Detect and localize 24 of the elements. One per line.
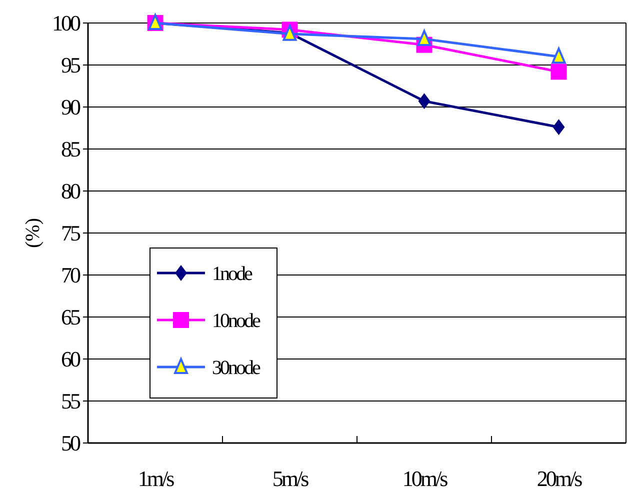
- y-tick-label: 60: [61, 346, 81, 372]
- x-tick-label: 10m/s: [402, 466, 448, 491]
- point: [418, 93, 430, 110]
- y-tick-label: 90: [61, 94, 81, 120]
- y-tick-label: 80: [61, 178, 81, 204]
- point: [552, 48, 566, 64]
- y-tick-label: 85: [61, 136, 81, 162]
- y-tick-label: 75: [61, 220, 81, 246]
- legend-label: 10node: [212, 310, 261, 332]
- legend-label: 1node: [212, 263, 253, 285]
- y-tick-label: 65: [61, 304, 81, 330]
- y-tick-label: 95: [61, 52, 81, 78]
- y-tick-label: 100: [52, 10, 81, 36]
- point: [417, 30, 432, 46]
- x-tick-label: 5m/s: [272, 466, 309, 491]
- legend-label: 30node: [212, 357, 261, 379]
- point: [550, 64, 567, 80]
- x-tick-label: 1m/s: [138, 466, 174, 491]
- x-tick-label: 20m/s: [536, 466, 582, 491]
- point: [552, 119, 565, 136]
- y-axis-title: (%): [22, 218, 44, 248]
- y-tick-label: 50: [61, 430, 81, 456]
- y-tick-label: 55: [61, 388, 81, 414]
- y-tick-label: 70: [61, 262, 81, 288]
